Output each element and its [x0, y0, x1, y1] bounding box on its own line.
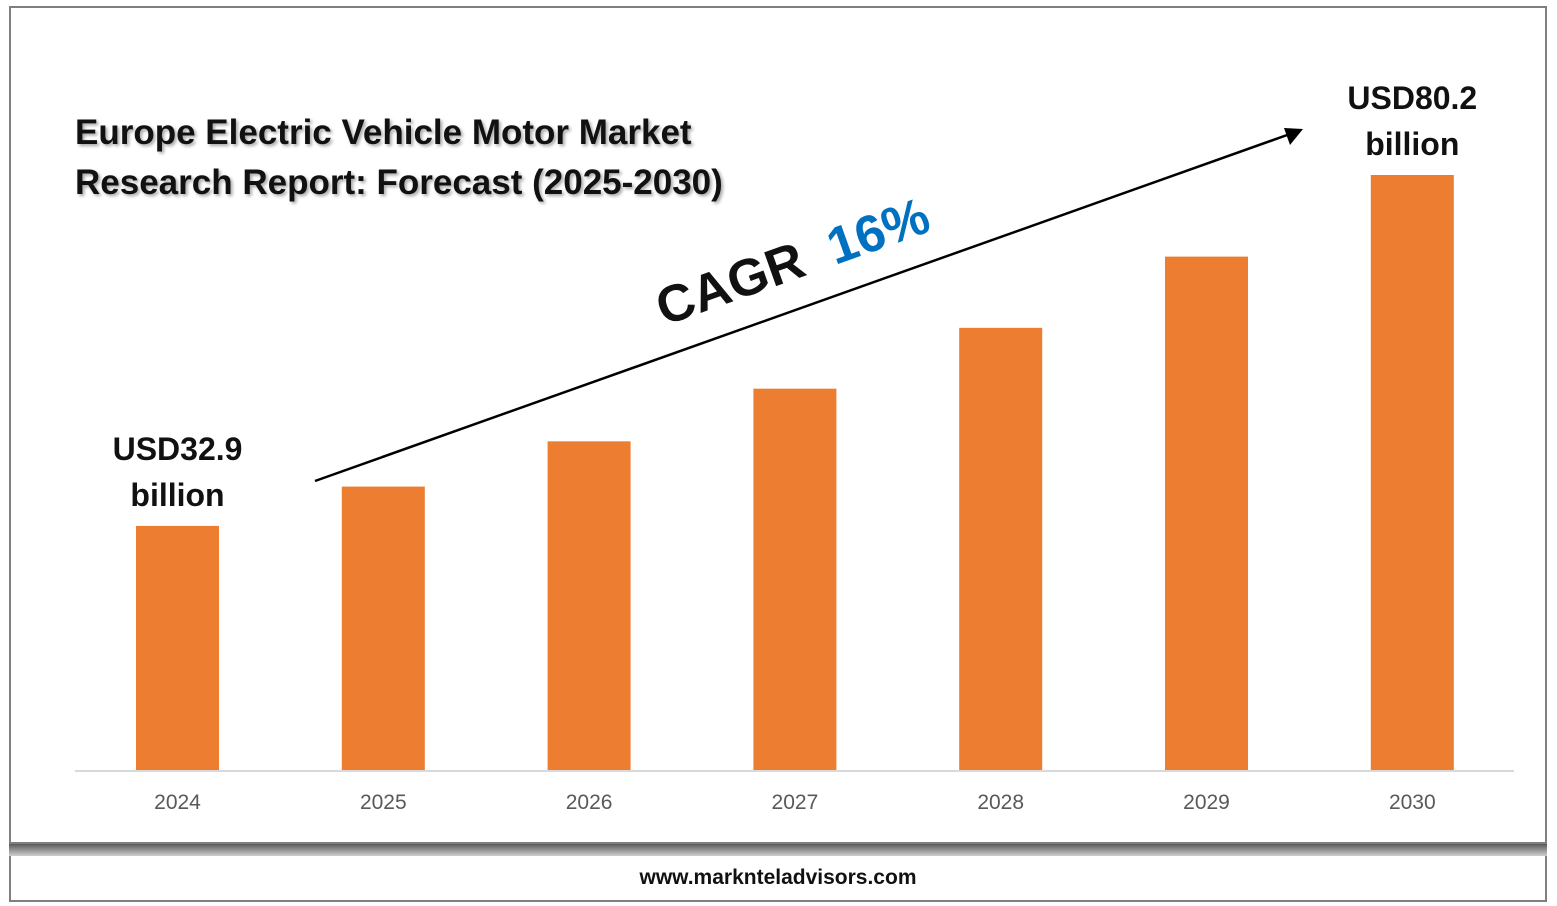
bar-2030 — [1370, 175, 1454, 770]
cagr-label: CAGR 16% — [649, 187, 938, 337]
bars-group — [136, 175, 1454, 770]
chart-title-line-1: Europe Electric Vehicle Motor Market — [75, 113, 692, 152]
cagr-value: 16% — [820, 187, 938, 277]
chart-title: Europe Electric Vehicle Motor Market Res… — [75, 108, 795, 208]
footer: www.marknteladvisors.com — [9, 856, 1547, 902]
bar-2025 — [341, 486, 425, 770]
footer-divider — [9, 844, 1547, 856]
cagr-arrow — [314, 128, 1303, 483]
value-label-2024-line-2: billion — [130, 477, 224, 513]
x-tick-label-2030: 2030 — [1389, 791, 1436, 814]
bar-2029 — [1165, 256, 1248, 770]
value-label-2030-line-1: USD80.2 — [1347, 80, 1477, 116]
value-label-2024-line-1: USD32.9 — [113, 431, 243, 467]
footer-url: www.marknteladvisors.com — [639, 866, 917, 889]
chart-title-line-2: Research Report: Forecast (2025-2030) — [75, 163, 723, 202]
x-tick-label-2028: 2028 — [977, 791, 1024, 814]
value-annotations: USD32.9 billion USD80.2 billion — [113, 80, 1478, 513]
x-tick-label-2026: 2026 — [566, 791, 613, 814]
cagr-text: CAGR — [649, 231, 813, 337]
x-axis-ticks: 2024 2025 2026 2027 2028 2029 2030 — [154, 791, 1436, 814]
x-tick-label-2025: 2025 — [360, 791, 407, 814]
bar-2028 — [959, 327, 1043, 770]
value-label-2030-line-2: billion — [1365, 126, 1459, 162]
x-tick-label-2024: 2024 — [154, 791, 201, 814]
x-tick-label-2027: 2027 — [772, 791, 819, 814]
bar-2027 — [753, 388, 837, 770]
x-tick-label-2029: 2029 — [1183, 791, 1230, 814]
bar-2026 — [547, 441, 631, 770]
bar-2024 — [136, 525, 219, 770]
